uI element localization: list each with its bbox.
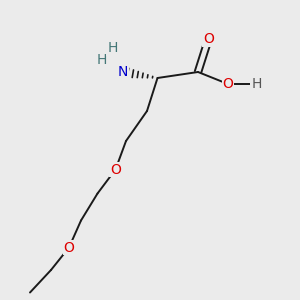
- Text: H: H: [251, 77, 262, 91]
- Text: O: O: [223, 77, 233, 91]
- Text: H: H: [97, 53, 107, 67]
- Text: N: N: [118, 65, 128, 79]
- Text: H: H: [107, 41, 118, 55]
- Text: O: O: [110, 163, 121, 176]
- Text: O: O: [64, 241, 74, 254]
- Text: O: O: [203, 32, 214, 46]
